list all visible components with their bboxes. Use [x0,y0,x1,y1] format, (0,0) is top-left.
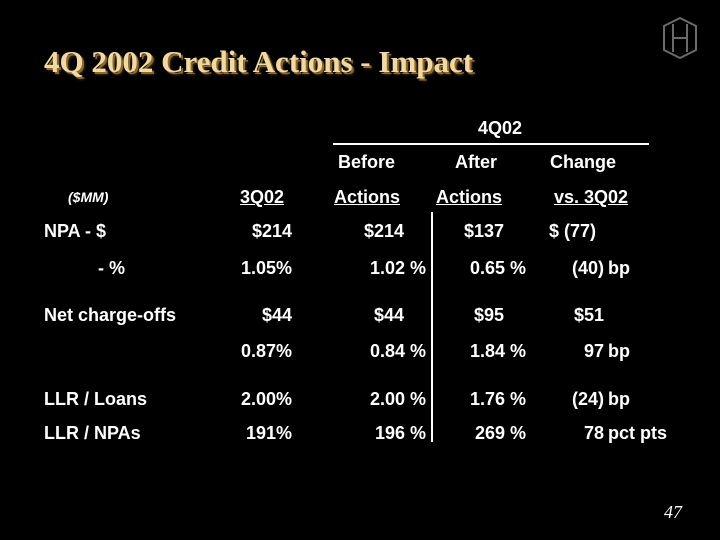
cell-3q02: 2.00% [240,389,292,409]
row-label: NPA - $ [44,221,107,241]
units-label: ($MM) [68,189,109,205]
cell-change: (24) [571,389,604,409]
cell-after: 269 % [474,423,526,443]
period-header: 4Q02 [477,118,523,138]
cell-change-unit: bp [608,258,630,278]
row-label: LLR / NPAs [44,423,141,443]
cell-3q02: 191% [245,423,292,443]
cell-after: 1.76 % [469,389,526,409]
cell-change: 78 [583,423,604,443]
cell-3q02: 1.05% [240,258,292,278]
after-header-1: After [455,152,498,172]
before-header-2: Actions [334,187,401,207]
cell-before: 0.84 % [369,341,426,361]
cell-change: $51 [573,305,604,325]
logo-icon [663,16,697,60]
after-header-2: Actions [436,187,503,207]
page-number: 47 [664,502,682,522]
cell-before: 196 % [374,423,426,443]
cell-after: $95 [473,305,504,325]
row-label: Net charge-offs [44,305,177,325]
cell-before: $214 [363,221,404,241]
row-label: LLR / Loans [44,389,147,409]
before-header-1: Before [338,152,396,172]
cell-after: 0.65 % [469,258,526,278]
change-header-1: Change [550,152,617,172]
cell-change: $ (77) [549,221,597,241]
period-underline [333,143,649,145]
cell-change-unit: bp [608,389,630,409]
row-label: - % [98,258,125,278]
slide-title: 4Q 2002 Credit Actions - Impact [44,44,474,79]
cell-before: 1.02 % [369,258,426,278]
cell-change-unit: pct pts [608,423,668,443]
cell-3q02: $44 [261,305,292,325]
cell-after: 1.84 % [469,341,526,361]
cell-3q02: 0.87% [240,341,292,361]
cell-before: $44 [373,305,404,325]
cell-change: (40) [571,258,604,278]
cell-change: 97 [583,341,604,361]
cell-change-unit: bp [608,341,630,361]
column-divider [431,212,433,442]
prev-quarter-header: 3Q02 [240,187,285,207]
cell-after: $137 [463,221,504,241]
cell-3q02: $214 [251,221,292,241]
change-header-2: vs. 3Q02 [554,187,629,207]
cell-before: 2.00 % [369,389,426,409]
